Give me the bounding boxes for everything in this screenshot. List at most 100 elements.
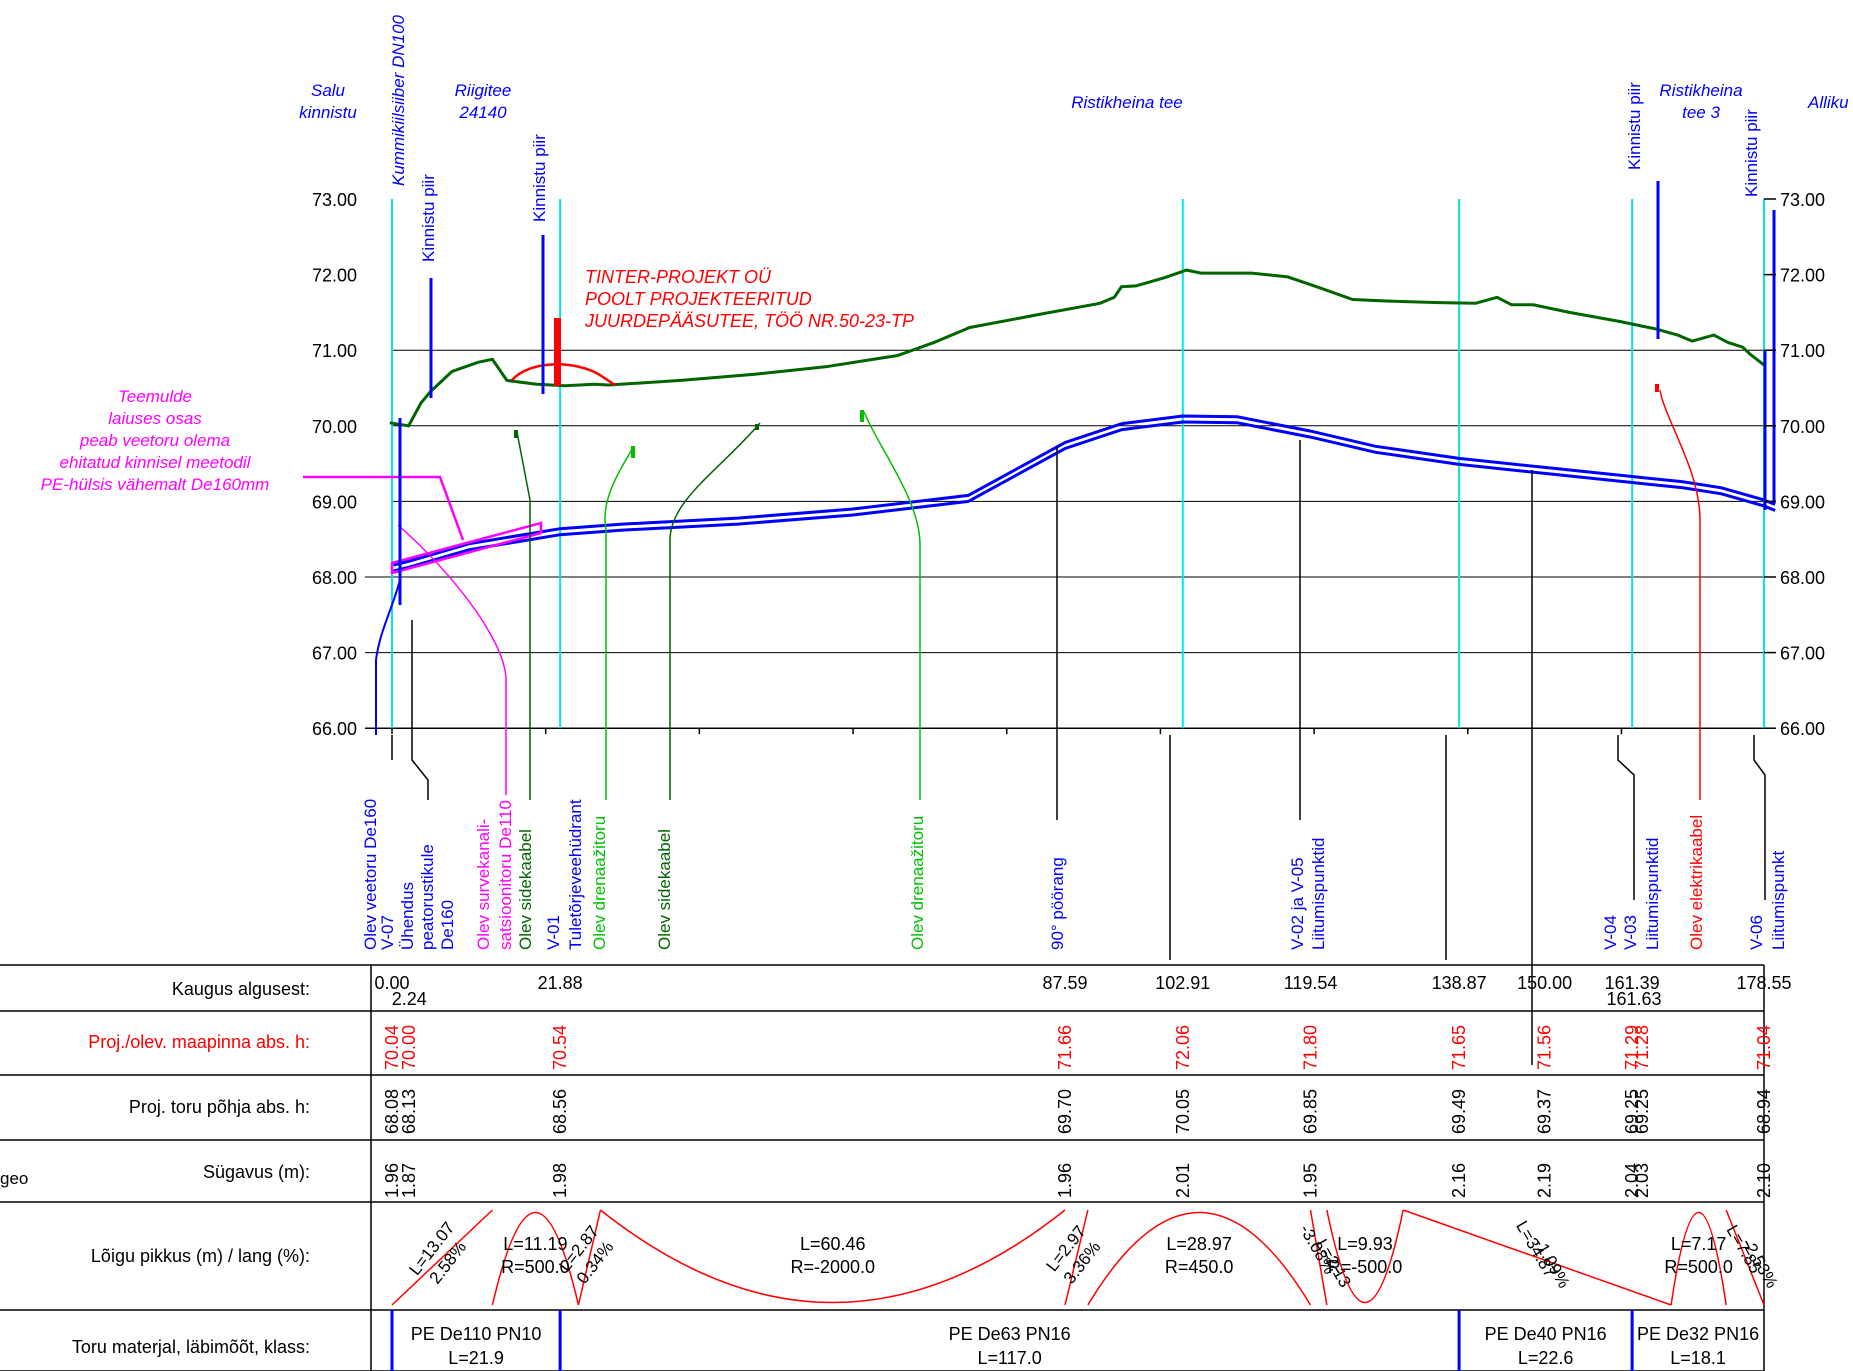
elev-tick-left: 70.00 [312,417,357,437]
depth-value: 1.96 [382,1163,402,1198]
segment-radius: R=-500.0 [1328,1257,1403,1277]
feature-label-v07: V-07 [378,915,397,950]
leader-sidekaabel1 [516,431,531,800]
elev-tick-right: 68.00 [1780,568,1825,588]
elevation-grid [365,199,1765,735]
elev-tick-left: 67.00 [312,644,357,664]
feature-label-survekanal: satsioonitoru De110 [496,800,515,950]
table-row-label: Sügavus (m): [203,1162,310,1182]
segment-radius: R=450.0 [1165,1257,1234,1277]
depth-value: 2.03 [1632,1163,1652,1198]
label-ristikheina-tee3: Ristikheina [1659,81,1742,100]
invert-elevation-value: 68.08 [382,1089,402,1134]
ground-elevation-value: 71.66 [1055,1025,1075,1070]
feature-label-v02: V-02 ja V-05 [1288,857,1307,950]
segment-radius: R=-2000.0 [790,1257,875,1277]
ground-elevation-value: 72.06 [1173,1025,1193,1070]
leader-drenaaz1 [604,445,635,800]
feature-label-v01: V-01 [544,915,563,950]
distance-value: 119.54 [1284,973,1338,993]
feature-label-porang: 90° pöörang [1048,857,1067,950]
existing-pipe-tail [375,579,401,735]
material-name: PE De32 PN16 [1637,1324,1759,1344]
segment-curve [577,1209,602,1306]
ground-elevation-value: 71.56 [1535,1025,1555,1070]
ground-elevation-value: 71.80 [1301,1025,1321,1070]
segment-curve [1326,1209,1404,1303]
label-tinter: JUURDEPÄÄSUTEE, TÖÖ NR.50-23-TP [584,311,914,331]
ground-elevation-value: 70.54 [550,1025,570,1070]
invert-elevation-value: 69.85 [1301,1089,1321,1134]
material-name: PE De110 PN10 [411,1324,542,1344]
feature-label-sidekaabel2: Olev sidekaabel [655,829,674,950]
segment-curve [1725,1209,1765,1306]
elev-tick-left: 73.00 [312,190,357,210]
elevation-axis: 73.00 73.00 72.00 72.00 71.00 71.00 70.00 70.00… [312,190,1825,739]
depth-value: 1.98 [550,1163,570,1198]
segment-curve [1309,1209,1328,1306]
depth-value: 2.16 [1449,1163,1469,1198]
invert-elevation-value: 69.37 [1535,1089,1555,1134]
table-row-label: Lõigu pikkus (m) / lang (%): [91,1246,310,1266]
label-riigitee: 24140 [458,103,507,122]
ground-elevation-value: 71.28 [1632,1025,1652,1070]
ground-elevation-value: 70.04 [382,1025,402,1070]
elev-tick-right: 72.00 [1780,266,1825,286]
feature-label-v06: V-06 [1747,915,1766,950]
leader-sidekaabel2 [669,422,761,800]
pipe-top-line [393,414,1776,567]
label-tinter: TINTER-PROJEKT OÜ [585,267,772,287]
elev-tick-right: 66.00 [1780,719,1825,739]
ground-elevation-value: 71.65 [1449,1025,1469,1070]
leader-elektrikaabel [1659,389,1701,800]
pe-sleeve-outline [390,521,543,575]
existing-ground-line [389,268,1766,428]
material-length: L=21.9 [448,1348,504,1368]
distance-value: 161.39 [1605,973,1660,993]
invert-elevation-value: 68.94 [1754,1089,1774,1134]
leader-drenaaz2 [863,411,921,800]
label-teemulde: ehitatud kinnisel meetodil [60,453,252,472]
depth-value: 1.96 [1055,1163,1075,1198]
distance-value: 0.00 [374,973,409,993]
feature-label-uhendus: peatorustikule [418,844,437,950]
feature-label-elektrikaabel: Olev elektrikaabel [1687,815,1706,950]
feature-label-liitumispunktid: Liitumispunktid [1643,838,1662,950]
elev-tick-left: 66.00 [312,719,357,739]
elev-tick-right: 70.00 [1780,417,1825,437]
feature-label-v02: Liitumispunktid [1309,838,1328,950]
segment-curve [491,1212,580,1306]
feature-label-uhendus: De160 [438,900,457,950]
feature-label-v06: Liitumispunkt [1769,851,1788,950]
distance-value: 21.88 [538,973,583,993]
segment-length: L=60.46 [800,1234,866,1254]
leader-v04 [1617,735,1635,900]
elev-tick-right: 73.00 [1780,190,1825,210]
elev-tick-left: 72.00 [312,266,357,286]
distance-value: 87.59 [1043,973,1088,993]
label-riigitee: Riigitee [455,81,512,100]
elev-tick-left: 71.00 [312,341,357,361]
label-teemulde: laiuses osas [108,409,202,428]
segment-curve [1087,1211,1312,1306]
segment-length: L=11.19 [503,1234,567,1254]
elev-tick-right: 71.00 [1780,341,1825,361]
teemulde-leader [303,475,465,541]
distance-value: 2.24 [392,989,427,1009]
feature-label-sidekaabel1: Olev sidekaabel [516,829,535,950]
material-name: PE De40 PN16 [1485,1324,1607,1344]
label-kinnistu-piir-4: Kinnistu piir [1742,109,1761,197]
red-marker [554,318,561,386]
label-ristikheina-tee: Ristikheina tee [1071,93,1183,112]
invert-elevation-value: 69.70 [1055,1089,1075,1134]
feature-label-v04: V-04 [1601,915,1620,950]
label-teemulde: PE-hülsis vähemalt De160mm [41,475,270,494]
segment-length: L=9.93 [1337,1234,1393,1254]
elev-tick-right: 67.00 [1780,644,1825,664]
profile-table [0,964,1765,1371]
distance-value: 102.91 [1155,973,1210,993]
feature-label-uhendus: Ühendus [398,882,417,950]
leader-v06 [1753,735,1766,900]
segment-curve [391,1209,493,1306]
